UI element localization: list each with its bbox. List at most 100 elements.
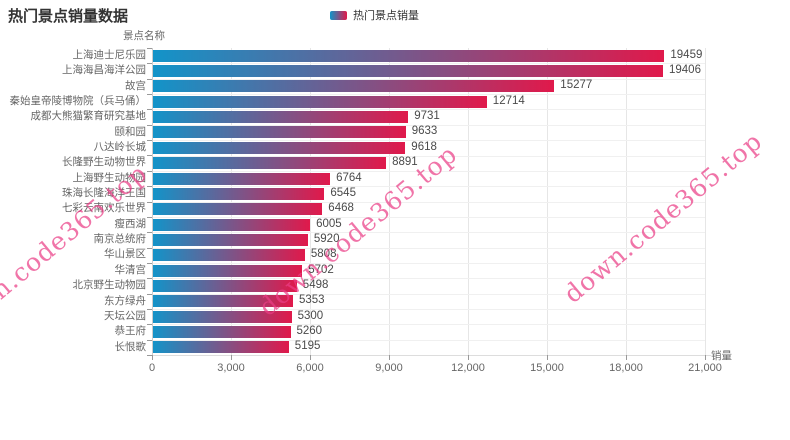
y-axis-label: 恭王府 (114, 325, 147, 338)
y-axis-label: 上海海昌海洋公园 (62, 64, 146, 77)
gridline-horizontal (152, 247, 705, 249)
gridline-horizontal (152, 94, 705, 95)
x-axis-tick (152, 355, 153, 360)
bar[interactable] (152, 172, 331, 185)
y-axis-label: 东方绿舟 (104, 294, 146, 307)
y-axis-tick (147, 170, 152, 172)
y-axis-tick (147, 78, 152, 80)
bar[interactable] (152, 341, 289, 354)
y-axis-tick (147, 262, 152, 264)
x-axis-tick (705, 355, 706, 360)
y-axis-tick (147, 278, 152, 280)
bar[interactable] (152, 310, 292, 323)
bar[interactable] (152, 65, 663, 77)
y-axis-label: 南京总统府 (93, 233, 147, 246)
y-axis-label: 长隆野生动物世界 (62, 156, 146, 169)
x-axis-tick (310, 355, 311, 360)
bar[interactable] (152, 187, 325, 200)
bar-value-label: 5498 (302, 278, 329, 291)
bar[interactable] (152, 264, 303, 277)
gridline-horizontal (152, 216, 705, 218)
gridline-horizontal (152, 262, 705, 264)
x-axis-name: 销量 (711, 350, 732, 362)
bar[interactable] (152, 157, 387, 170)
gridline-horizontal (152, 293, 705, 295)
bar[interactable] (152, 218, 311, 231)
x-axis-line (152, 355, 711, 356)
y-axis-tick (147, 355, 152, 356)
y-axis-labels: 上海迪士尼乐园 上海海昌海洋公园 故宫 秦始皇帝陵博物院（兵马俑） 成都大熊猫繁育研究基… (0, 48, 147, 355)
bar[interactable] (152, 203, 323, 216)
legend-label: 热门景点销量 (353, 10, 419, 22)
bar-value-label: 6545 (330, 186, 356, 199)
bar[interactable] (152, 80, 555, 93)
bar[interactable] (152, 49, 665, 62)
bar-value-label: 6468 (328, 202, 354, 215)
y-axis-label: 故宫 (125, 79, 146, 92)
gridline-vertical (705, 48, 706, 355)
bar-value-label: 5353 (299, 294, 325, 307)
bar-value-label: 5300 (297, 309, 324, 322)
y-axis-tick (147, 216, 152, 218)
bar[interactable] (152, 126, 406, 139)
y-axis-line (152, 48, 153, 355)
bar-value-label: 5260 (296, 325, 323, 337)
y-axis-tick (147, 124, 152, 126)
x-axis-label: 15,000 (530, 362, 564, 374)
y-axis-tick (147, 201, 152, 203)
bar[interactable] (152, 249, 305, 262)
y-axis-label: 华清宫 (114, 263, 147, 276)
chart-title: 热门景点销量数据 (8, 8, 129, 25)
bar-value-label: 6005 (316, 217, 342, 230)
gridline-horizontal (152, 155, 705, 157)
x-axis-tick (468, 355, 469, 360)
y-axis-label: 颐和园 (114, 125, 147, 138)
x-axis-tick (547, 355, 548, 360)
gridline-horizontal (152, 232, 705, 234)
gridline-horizontal (152, 63, 705, 65)
bar[interactable] (152, 111, 409, 124)
legend-item[interactable]: 热门景点销量 (330, 7, 419, 23)
bar[interactable] (152, 295, 293, 308)
gridline-horizontal (152, 170, 705, 172)
y-axis-tick (147, 140, 152, 142)
y-axis-label: 瘦西湖 (114, 217, 147, 230)
gridline-horizontal (152, 278, 705, 280)
bar[interactable] (152, 95, 487, 108)
gridline-horizontal (152, 339, 705, 341)
y-axis-label: 珠海长隆海洋王国 (62, 187, 146, 200)
bar-value-label: 9731 (414, 110, 440, 123)
bar-value-label: 9618 (411, 140, 437, 153)
x-axis-label: 12,000 (451, 362, 485, 374)
gridline-horizontal (152, 78, 705, 80)
gridline-horizontal (152, 109, 705, 111)
y-axis-tick (147, 293, 152, 295)
bar[interactable] (152, 326, 291, 338)
y-axis-tick (147, 155, 152, 157)
y-axis-label: 长恨歌 (114, 340, 147, 353)
bar[interactable] (152, 141, 406, 154)
y-axis-tick (147, 186, 152, 188)
bar-value-label: 19406 (669, 64, 701, 76)
gridline-horizontal (152, 308, 705, 310)
y-axis-label: 上海迪士尼乐园 (72, 49, 147, 61)
bar-value-label: 5808 (310, 248, 337, 261)
y-axis-label: 天坛公园 (104, 309, 146, 322)
x-axis-label: 3,000 (217, 362, 245, 374)
y-axis-tick (147, 109, 152, 111)
bar-value-label: 6764 (336, 171, 362, 184)
bar-value-label: 9633 (411, 125, 438, 138)
bar-value-label: 19459 (670, 48, 703, 61)
bar[interactable] (152, 233, 308, 246)
legend-swatch-icon (330, 10, 347, 20)
y-axis-tick (147, 339, 152, 341)
bar[interactable] (152, 279, 297, 292)
x-axis-label: 21,000 (688, 362, 722, 374)
x-axis-tick (626, 355, 627, 360)
gridline-horizontal (152, 140, 705, 142)
bar-value-label: 8891 (392, 156, 418, 169)
y-axis-label: 秦始皇帝陵博物院（兵马俑） (9, 95, 147, 108)
y-axis-tick (147, 48, 152, 49)
bar-value-label: 15277 (560, 79, 593, 92)
gridline-horizontal (152, 124, 705, 126)
